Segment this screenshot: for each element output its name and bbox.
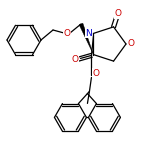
Text: O: O (128, 40, 135, 48)
Text: O: O (114, 9, 121, 18)
Text: O: O (64, 29, 71, 38)
Text: O: O (72, 55, 79, 64)
Text: N: N (85, 29, 92, 38)
Polygon shape (79, 23, 93, 55)
Text: O: O (93, 69, 100, 78)
